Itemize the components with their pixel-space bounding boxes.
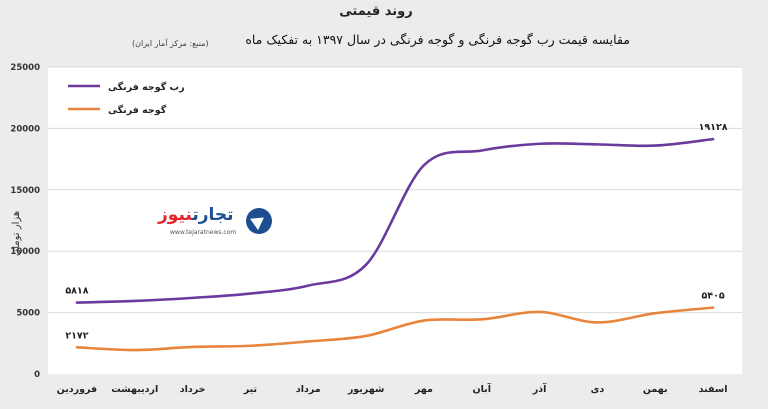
logo-text: تجارتنیوز [158, 205, 234, 225]
data-label: ۲۱۷۲ [65, 330, 88, 341]
x-tick-label: بهمن [643, 384, 668, 395]
y-tick-label: 25000 [10, 63, 40, 73]
x-tick-label: مهر [414, 384, 433, 395]
x-tick-label: خرداد [180, 384, 206, 395]
x-tick-label: اردیبهشت [111, 384, 158, 395]
chart-title: روند قیمتی [339, 4, 413, 19]
x-tick-label: اسفند [699, 384, 728, 395]
logo-url: www.tejaratnews.com [170, 229, 237, 236]
chart-source: (منبع: مرکز آمار ایران) [132, 39, 209, 48]
y-tick-label: 5000 [16, 309, 40, 319]
arrow-logo-icon [246, 208, 272, 234]
series-line [75, 306, 715, 352]
y-tick-label: 0 [34, 370, 40, 380]
x-tick-label: آبان [473, 382, 492, 395]
data-label: ۱۹۱۲۸ [699, 122, 728, 133]
x-tick-label: فروردین [57, 384, 98, 395]
x-tick-label: مرداد [296, 384, 321, 395]
x-tick-label: تیر [243, 384, 257, 395]
brand-logo: تجارتنیوز www.tejaratnews.com [152, 203, 280, 241]
y-tick-label: 15000 [10, 186, 40, 196]
legend-label: گوجه فرنگی [108, 104, 167, 116]
x-tick-label: دی [591, 384, 605, 395]
x-tick-label: آذر [532, 382, 547, 395]
data-label: ۵۴۰۵ [701, 291, 724, 302]
y-tick-label: 10000 [10, 247, 40, 257]
chart-subtitle: مقایسه قیمت رب گوجه فرنگی و گوجه فرنگی د… [245, 32, 630, 47]
series-line [75, 137, 715, 304]
y-tick-label: 20000 [10, 124, 40, 134]
data-label: ۵۸۱۸ [65, 286, 88, 297]
legend-label: رب گوجه فرنگی [108, 81, 185, 93]
x-tick-label: شهریور [347, 384, 385, 395]
